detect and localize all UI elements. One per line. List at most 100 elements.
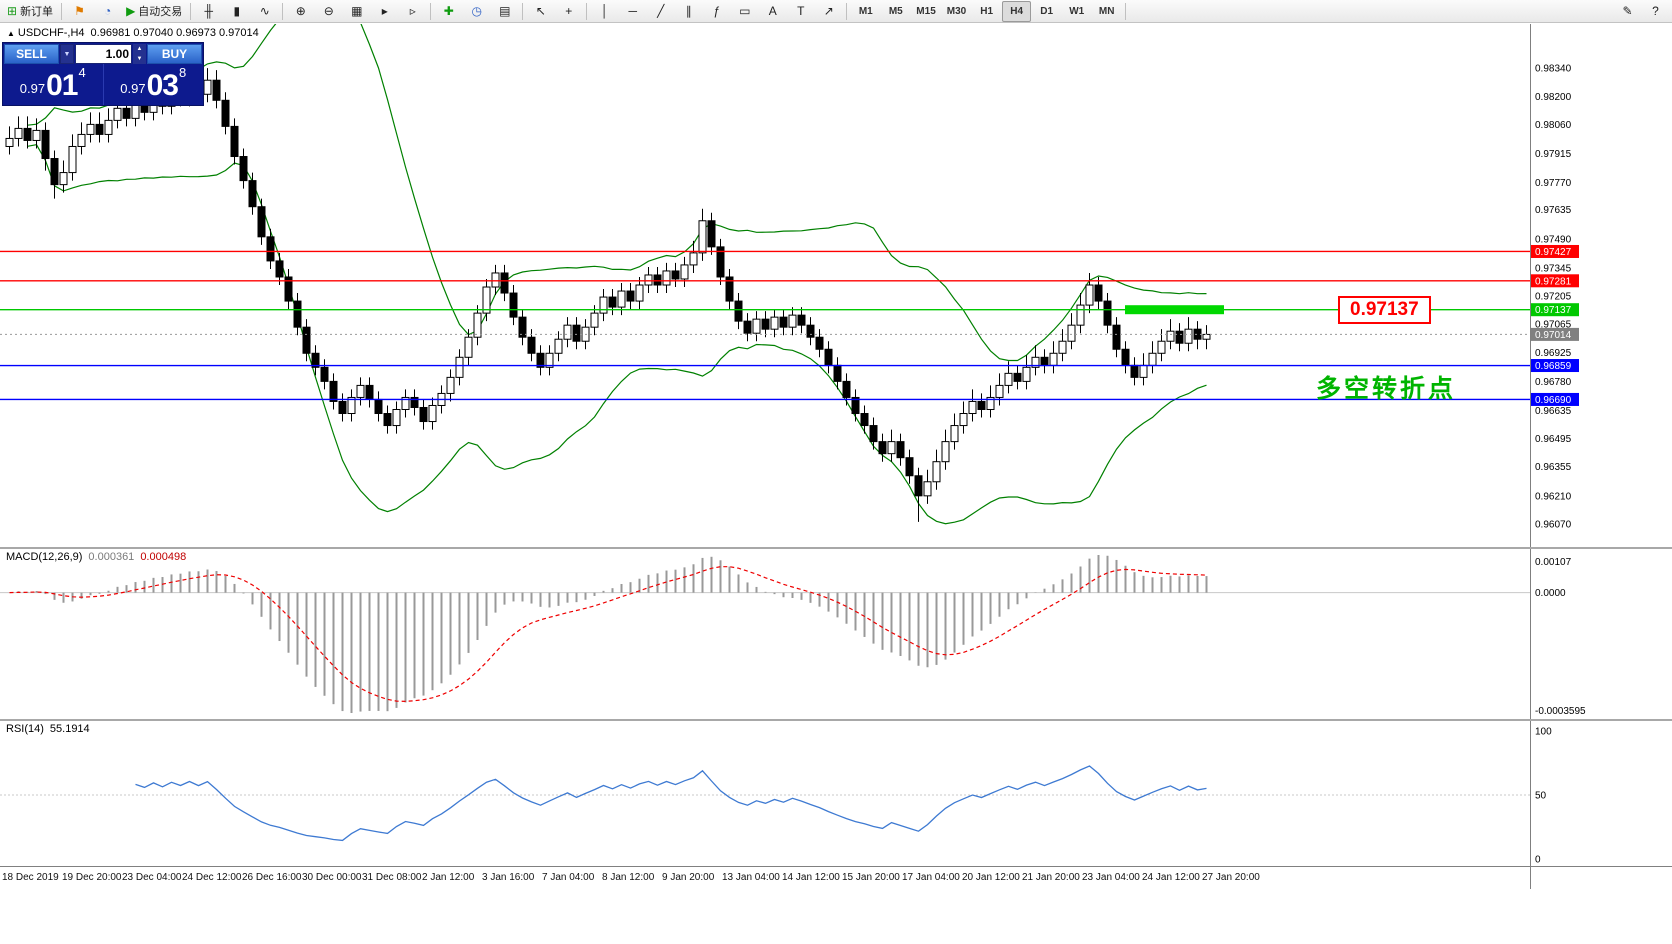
toolbar-separator [1125, 2, 1127, 20]
ask-price-base: 0.97 [120, 81, 146, 96]
one-click-trading-widget: SELL ▼ ▲ ▼ BUY 0.97 01 4 0.97 03 8 [2, 42, 204, 106]
shapes-button[interactable]: ▭ [731, 1, 758, 22]
tf-h4-button[interactable]: H4 [1002, 0, 1032, 22]
sell-button[interactable]: SELL [4, 44, 59, 64]
macd-value-signal: 0.000498 [140, 551, 187, 563]
order-type-dropdown[interactable]: ▼ [60, 44, 74, 64]
zoom-in-button[interactable]: ⊕ [287, 1, 314, 22]
tf-m1-button[interactable]: M1 [858, 5, 873, 17]
new-order-icon: ⊞ [7, 4, 18, 18]
volume-up-button[interactable]: ▲ [136, 46, 143, 52]
toolbar-separator [190, 2, 192, 20]
vertical-line-button[interactable]: │ [591, 1, 618, 22]
tile-windows-button[interactable]: ▦ [343, 1, 370, 22]
time-axis-label: 21 Jan 20:00 [1022, 872, 1080, 883]
svg-text:0.96070: 0.96070 [1535, 519, 1572, 530]
time-axis-label: 27 Jan 20:00 [1202, 872, 1260, 883]
channel-button[interactable]: ∥ [675, 1, 702, 22]
time-axis-label: 8 Jan 12:00 [602, 872, 655, 883]
trendline-button[interactable]: ╱ [647, 1, 674, 22]
auto-scroll-button[interactable]: ▸ [371, 1, 398, 22]
channel-icon: ∥ [685, 4, 692, 18]
main-chart[interactable]: 0.98340 0.98200 0.98060 0.97915 0.97770 0.976… [0, 24, 1672, 547]
time-axis[interactable]: 18 Dec 2019 19 Dec 20:00 23 Dec 04:00 24 De… [0, 866, 1672, 889]
svg-text:0.97205: 0.97205 [1535, 292, 1572, 303]
publish-icon: ⚑ [74, 4, 85, 18]
svg-text:0.96780: 0.96780 [1535, 377, 1572, 388]
fibonacci-button[interactable]: ƒ [703, 1, 730, 22]
ohlc-values: 0.96981 0.97040 0.96973 0.97014 [90, 27, 259, 39]
collapse-triangle-icon[interactable]: ▲ [7, 29, 15, 38]
time-axis-label: 19 Dec 20:00 [62, 872, 122, 883]
help-icon: ? [1652, 4, 1659, 18]
zoom-out-button[interactable]: ⊖ [315, 1, 342, 22]
svg-text:0.97281: 0.97281 [1535, 276, 1572, 287]
text-button[interactable]: A [759, 1, 786, 22]
ask-price[interactable]: 0.97 03 8 [104, 64, 204, 105]
auto-scroll-icon: ▸ [381, 4, 388, 18]
news-button[interactable]: ◔ [94, 1, 121, 22]
svg-text:0.96495: 0.96495 [1535, 434, 1572, 445]
macd-panel[interactable]: 0.00107 0.0000 -0.0003595 [0, 549, 1672, 719]
tf-w1-button[interactable]: W1 [1069, 5, 1085, 17]
crosshair-button[interactable]: + [555, 1, 582, 22]
tf-d1-button[interactable]: D1 [1040, 5, 1054, 17]
tf-mn-button[interactable]: MN [1098, 5, 1115, 17]
templates-button[interactable]: ▤ [491, 1, 518, 22]
ask-price-pipette: 8 [178, 65, 187, 80]
bid-price[interactable]: 0.97 01 4 [3, 64, 104, 105]
trendline-icon: ╱ [657, 4, 665, 18]
bar-chart-icon: ╫ [204, 4, 214, 18]
rsi-value: 55.1914 [49, 723, 90, 735]
autotrading-button[interactable]: ▶ 自动交易 [122, 1, 186, 22]
svg-text:0.98060: 0.98060 [1535, 120, 1572, 131]
tf-m5-button[interactable]: M5 [888, 5, 903, 17]
tf-m15-button[interactable]: M15 [916, 5, 936, 17]
volume-down-button[interactable]: ▼ [136, 56, 143, 62]
toolbar: ⊞ 新订单 ⚑ ◔ ▶ 自动交易 ╫ ▮ ∿ ⊕ ⊖ ▦ ▸ ▹ ✚ ◷ ▤ ↖ + │ ─ ╱ ∥ ƒ ▭ A T ↗ M1 M5 M15… [0, 0, 1672, 23]
arrows-button[interactable]: ↗ [815, 1, 842, 22]
buy-button[interactable]: BUY [147, 44, 202, 64]
label-icon: T [797, 4, 805, 18]
svg-text:0.96859: 0.96859 [1535, 361, 1572, 372]
price-callout[interactable]: 0.97137 [1338, 295, 1431, 324]
rsi-panel[interactable]: 100 50 0 [0, 721, 1672, 866]
periods-button[interactable]: ◷ [463, 1, 490, 22]
label-button[interactable]: T [787, 1, 814, 22]
candlestick-chart-button[interactable]: ▮ [223, 1, 250, 22]
volume-input[interactable] [76, 45, 131, 63]
tf-m30-button[interactable]: M30 [946, 5, 967, 17]
horizontal-line-button[interactable]: ─ [619, 1, 646, 22]
zoom-in-icon: ⊕ [295, 4, 306, 18]
tf-h1-button[interactable]: H1 [980, 5, 994, 17]
svg-text:0.00107: 0.00107 [1535, 557, 1572, 568]
candlestick-chart-icon: ▮ [233, 4, 241, 18]
macd-name: MACD(12,26,9) [6, 551, 83, 563]
indicators-button[interactable]: ✚ [435, 1, 462, 22]
svg-text:0.0000: 0.0000 [1535, 588, 1566, 599]
macd-label: MACD(12,26,9) 0.000361 0.000498 [6, 551, 186, 563]
toolbar-separator [61, 2, 63, 20]
rsi-label: RSI(14) 55.1914 [6, 723, 90, 735]
time-axis-label: 17 Jan 04:00 [902, 872, 960, 883]
new-order-button[interactable]: ⊞ 新订单 [3, 1, 57, 22]
svg-text:0.96925: 0.96925 [1535, 348, 1572, 359]
line-chart-button[interactable]: ∿ [251, 1, 278, 22]
time-axis-label: 23 Dec 04:00 [122, 872, 182, 883]
cursor-button[interactable]: ↖ [527, 1, 554, 22]
main-macd-separator[interactable] [0, 547, 1672, 549]
help-button[interactable]: ? [1642, 1, 1669, 22]
autotrading-button-label: 自动交易 [138, 6, 183, 18]
svg-text:0.97345: 0.97345 [1535, 263, 1572, 274]
arrows-icon: ↗ [823, 4, 834, 18]
indicators-icon: ✚ [443, 4, 454, 18]
chart-edit-button[interactable]: ✎ [1614, 1, 1641, 22]
bar-chart-button[interactable]: ╫ [195, 1, 222, 22]
turning-point-annotation[interactable]: 多空转折点 [1316, 375, 1457, 404]
crosshair-icon: + [565, 4, 573, 18]
chart-shift-button[interactable]: ▹ [399, 1, 426, 22]
autotrading-icon: ▶ [126, 4, 136, 18]
macd-rsi-separator[interactable] [0, 719, 1672, 721]
time-axis-label: 24 Jan 12:00 [1142, 872, 1200, 883]
publish-button[interactable]: ⚑ [66, 1, 93, 22]
